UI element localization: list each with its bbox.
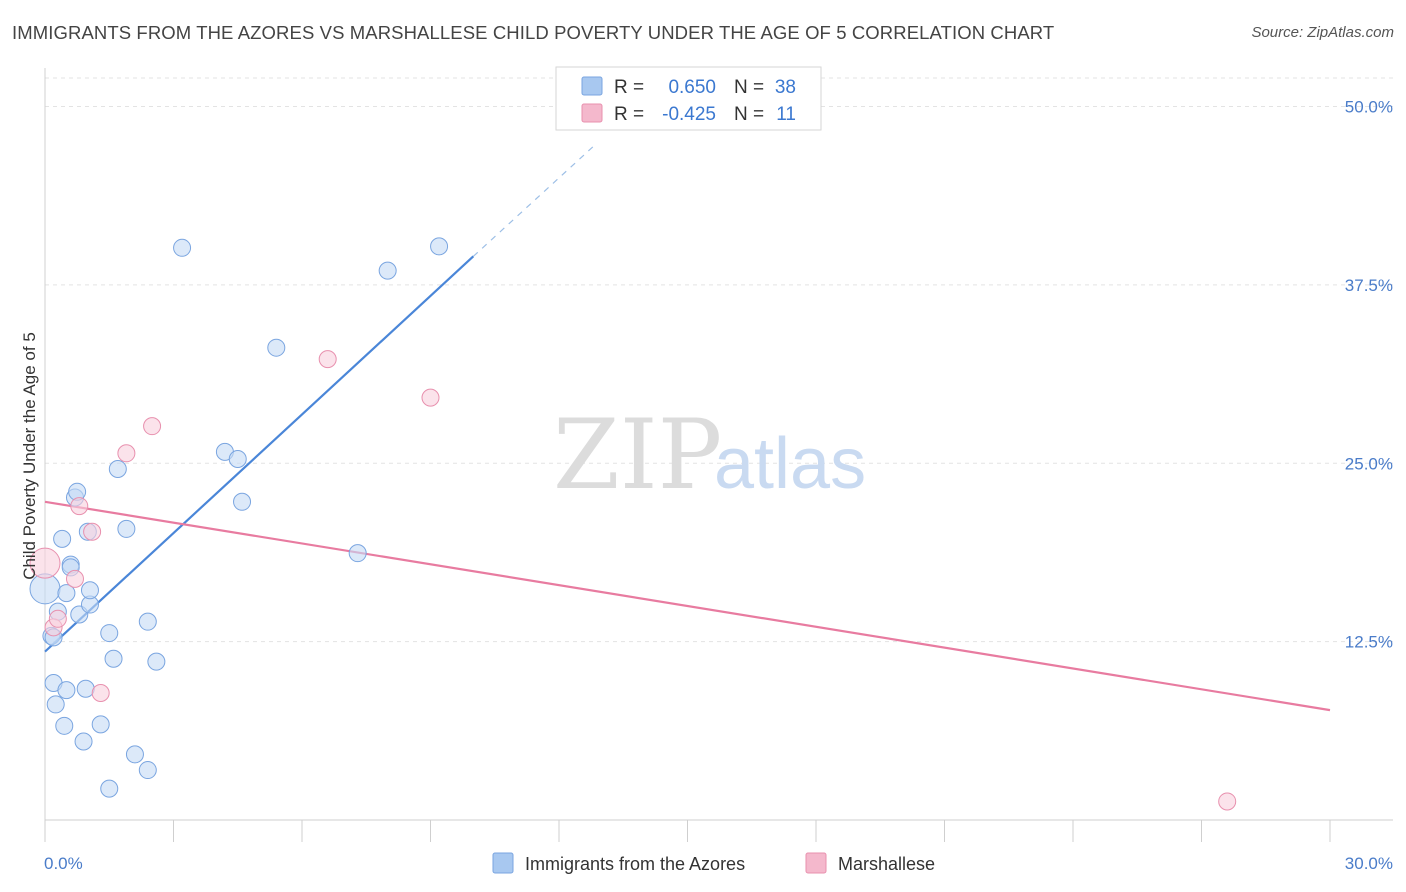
point-azores-28 [138, 761, 157, 780]
series-azores [29, 237, 449, 798]
chart-title: IMMIGRANTS FROM THE AZORES VS MARSHALLES… [12, 22, 1055, 43]
trendline-azores-extension [472, 146, 594, 257]
point-azores-9 [57, 584, 76, 603]
point-azores-36 [378, 261, 397, 280]
stats-legend: R = 0.650 N = 38 R = -0.425 N = 11 [555, 66, 822, 131]
point-azores-37 [430, 237, 449, 256]
legend-swatch-azores [581, 76, 603, 96]
y-tick-label-2: 37.5% [1345, 276, 1393, 295]
bottom-legend-swatch-azores [492, 852, 514, 874]
point-azores-6 [53, 529, 72, 548]
point-azores-30 [173, 238, 192, 257]
point-azores-34 [267, 338, 286, 357]
point-marshallese-11 [1218, 792, 1237, 811]
point-azores-26 [125, 745, 144, 764]
point-azores-25 [117, 519, 136, 538]
trendline-marshallese [44, 500, 1331, 712]
point-azores-8 [57, 681, 76, 700]
y-tick-label-3: 50.0% [1345, 98, 1393, 117]
legend-r-value-azores: 0.650 [668, 77, 716, 98]
watermark-zip: ZIP [553, 399, 722, 511]
point-azores-7 [55, 716, 74, 735]
point-azores-20 [91, 715, 110, 734]
legend-n-value-marshallese: 11 [776, 104, 796, 125]
point-marshallese-9 [318, 350, 337, 369]
legend-r-value-marshallese: -0.425 [662, 104, 716, 125]
legend-r-label-azores: R = [614, 77, 644, 98]
legend-n-label-marshallese: N = [734, 104, 764, 125]
point-marshallese-6 [91, 684, 110, 703]
point-marshallese-0 [29, 547, 61, 579]
source-credit: Source: ZipAtlas.com [1251, 24, 1394, 41]
y-tick-label-1: 25.0% [1345, 454, 1393, 473]
trendlines [44, 146, 1331, 712]
point-marshallese-7 [117, 444, 136, 463]
bottom-legend-label-marshallese: Marshallese [838, 854, 935, 874]
legend-n-value-azores: 38 [775, 77, 796, 98]
y-tick-label-0: 12.5% [1345, 633, 1393, 652]
point-azores-23 [104, 649, 123, 668]
bottom-legend-label-azores: Immigrants from the Azores [525, 854, 745, 874]
legend-n-label-azores: N = [734, 77, 764, 98]
bottom-legend-swatch-marshallese [805, 852, 827, 874]
point-azores-29 [147, 652, 166, 671]
point-azores-15 [74, 732, 93, 751]
series-marshallese [29, 350, 1237, 811]
axes [44, 68, 1393, 842]
trendline-azores [44, 255, 475, 653]
point-azores-16 [76, 679, 95, 698]
point-azores-22 [100, 624, 119, 643]
point-marshallese-5 [83, 522, 102, 541]
point-azores-4 [46, 695, 65, 714]
point-marshallese-3 [65, 569, 84, 588]
y-tick-labels: 12.5% 25.0% 37.5% 50.0% [1345, 98, 1393, 652]
bottom-legend: Immigrants from the Azores Marshallese [492, 852, 935, 874]
x-tick-label-max: 30.0% [1345, 854, 1393, 873]
point-marshallese-4 [70, 497, 89, 516]
point-azores-33 [233, 492, 252, 511]
point-marshallese-8 [143, 417, 162, 436]
point-marshallese-2 [48, 609, 67, 628]
point-azores-21 [100, 779, 119, 798]
point-azores-19 [80, 581, 99, 600]
y-axis-label: Child Poverty Under the Age of 5 [20, 332, 39, 580]
legend-r-label-marshallese: R = [614, 104, 644, 125]
watermark-atlas: atlas [714, 424, 866, 504]
point-azores-32 [228, 449, 247, 468]
x-tick-label-min: 0.0% [44, 854, 83, 873]
point-marshallese-10 [421, 388, 440, 407]
watermark: ZIP atlas [553, 399, 866, 511]
grid-lines [45, 77, 1393, 643]
data-points [29, 237, 1237, 811]
point-azores-24 [108, 459, 127, 478]
point-azores-35 [348, 544, 367, 563]
point-azores-27 [138, 612, 157, 631]
legend-swatch-marshallese [581, 103, 603, 123]
